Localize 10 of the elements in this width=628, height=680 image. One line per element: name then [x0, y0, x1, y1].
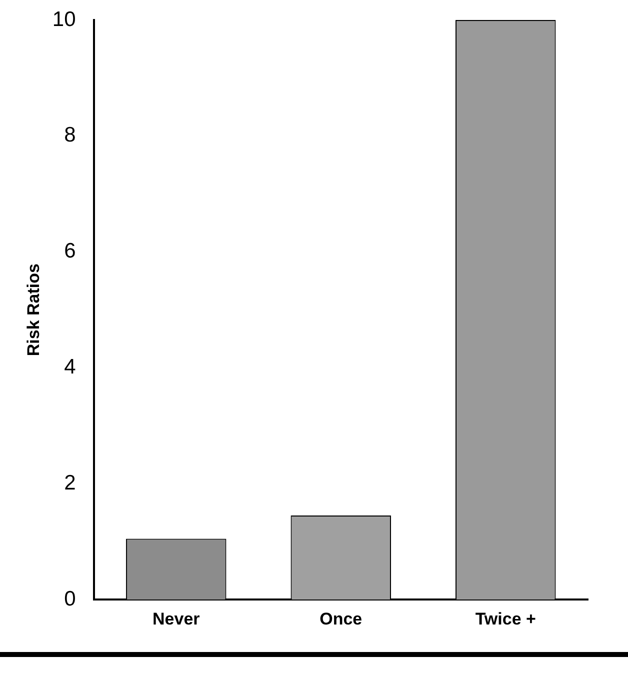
x-tick-label: Twice + [475, 609, 536, 628]
y-tick-label: 8 [64, 124, 76, 147]
y-tick-label: 0 [64, 587, 76, 610]
y-axis-title: Risk Ratios [24, 264, 43, 356]
y-tick-label: 4 [64, 356, 76, 379]
y-tick-label: 6 [64, 240, 76, 263]
y-tick-label: 2 [64, 471, 76, 494]
x-tick-label: Once [320, 609, 362, 628]
x-tick-label: Never [152, 609, 200, 628]
y-tick-label: 10 [52, 8, 76, 31]
